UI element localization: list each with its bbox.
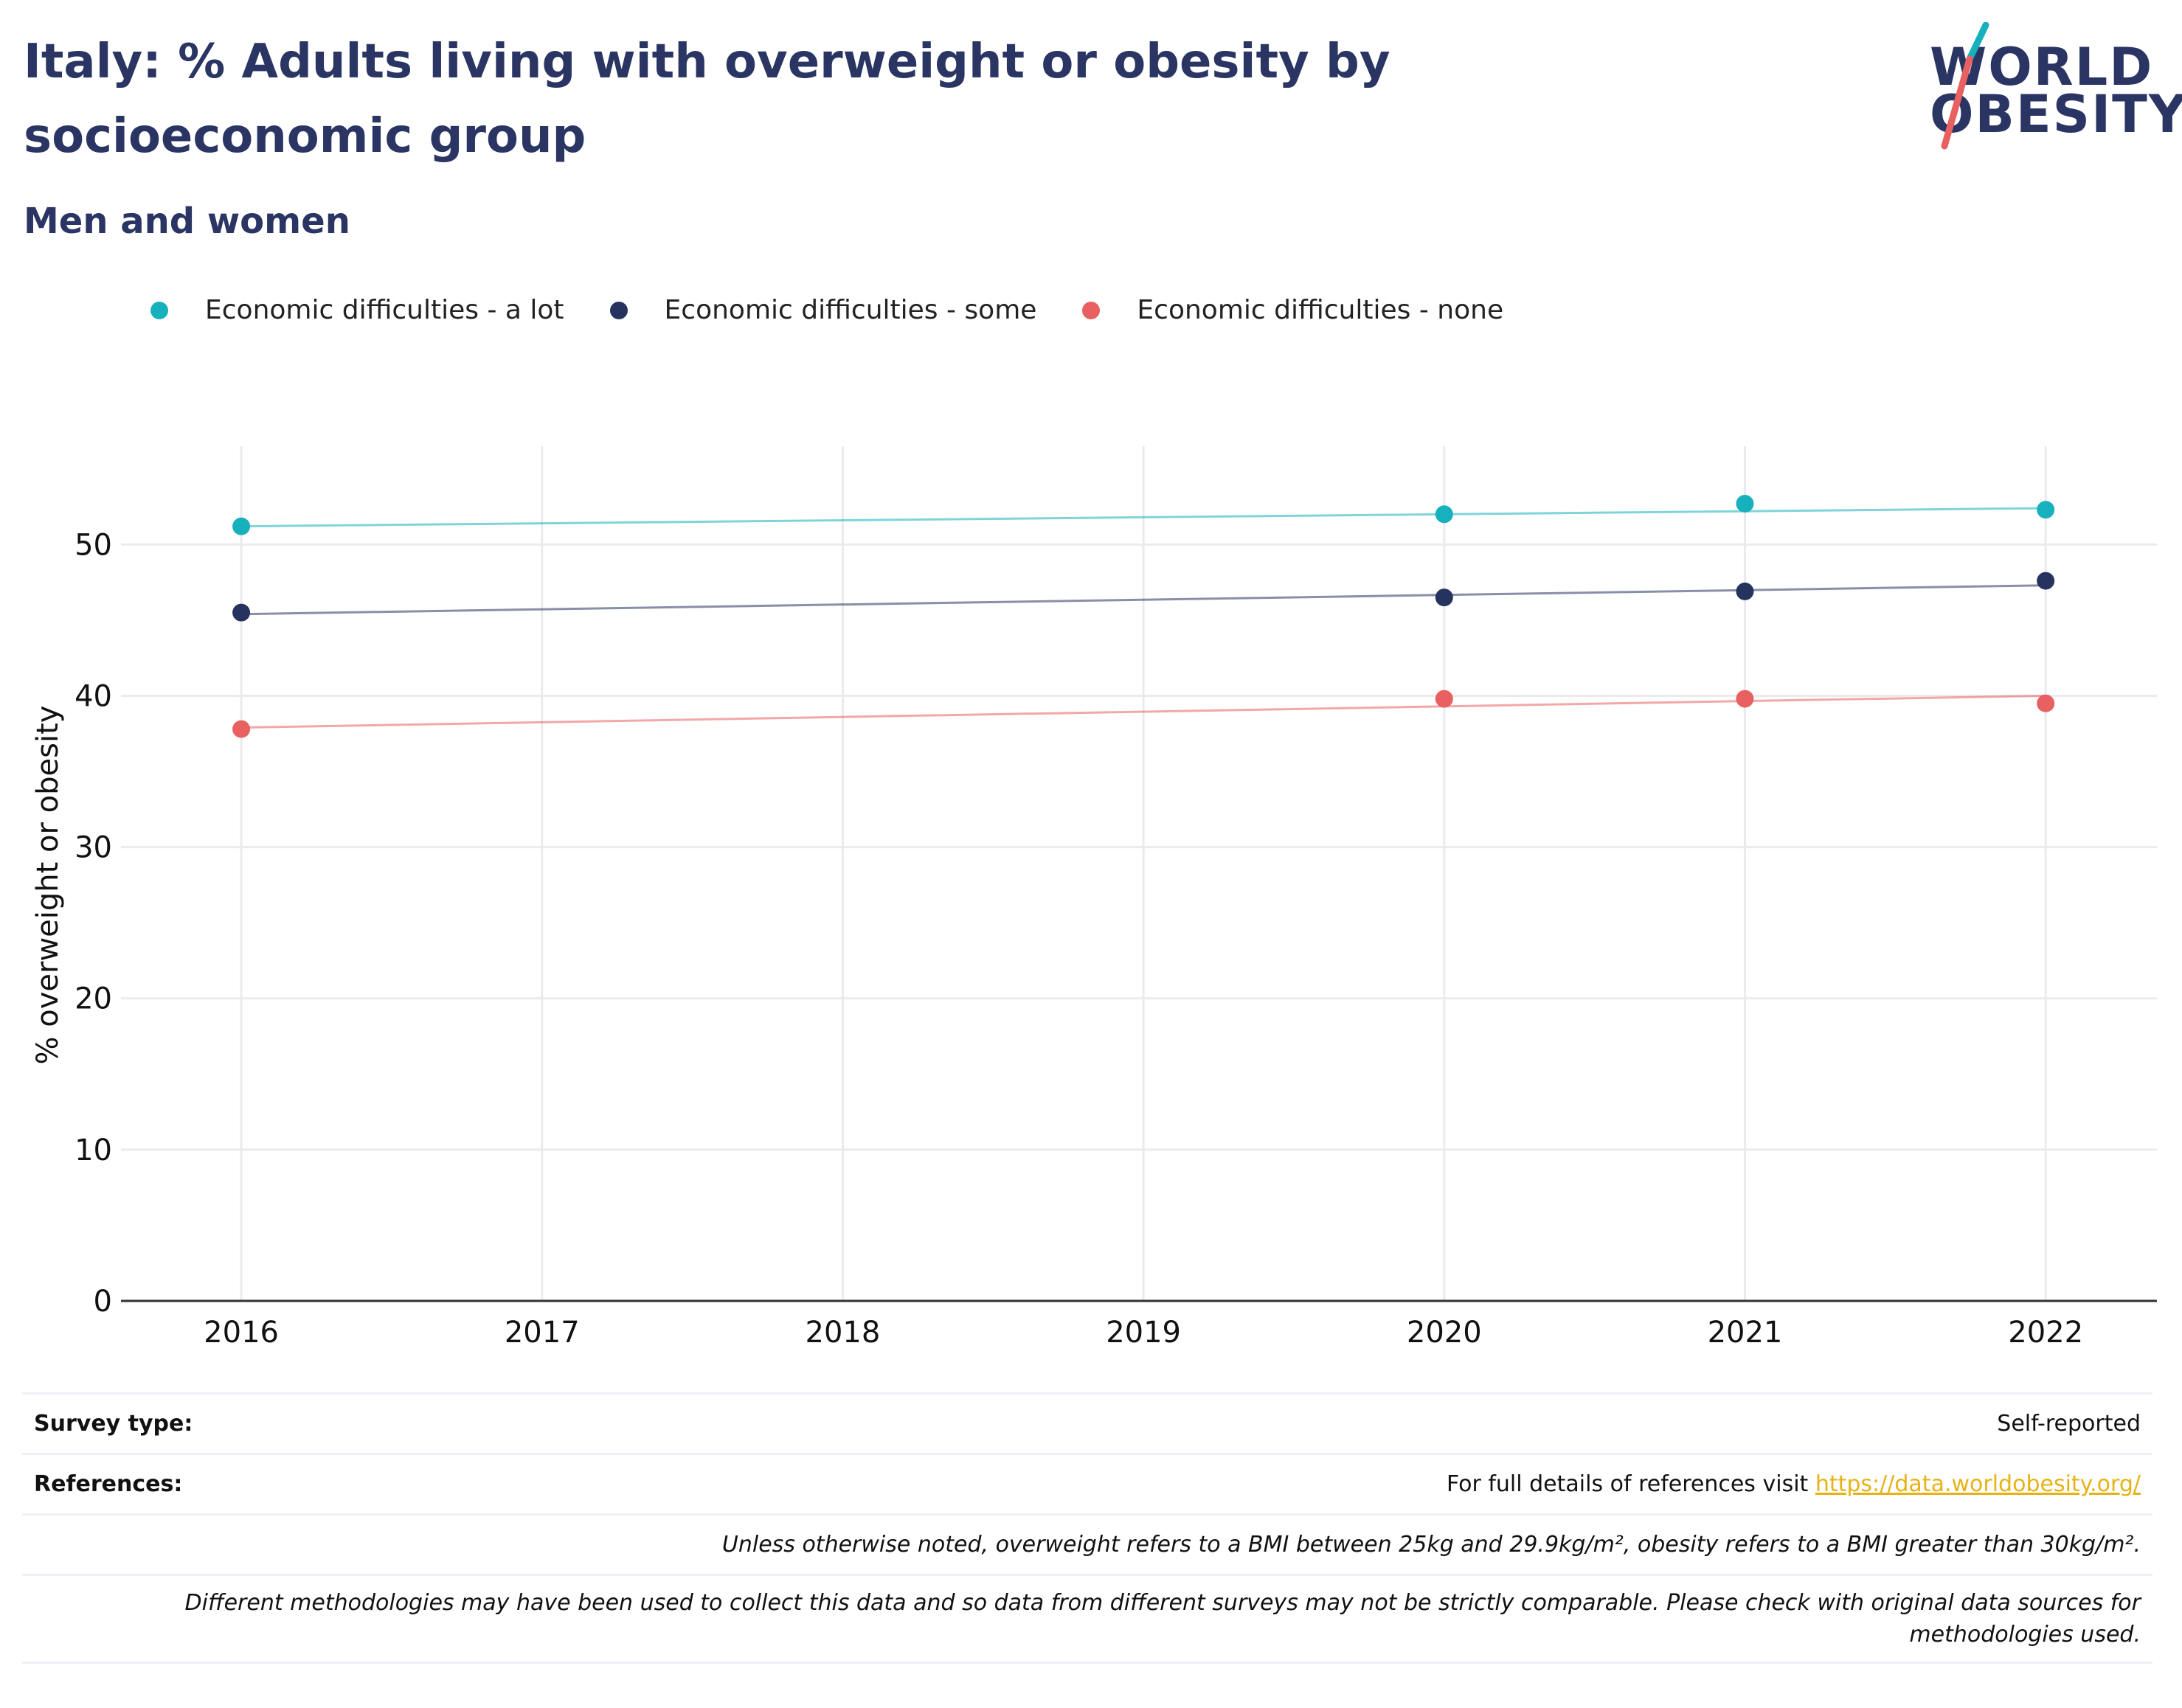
data-points — [232, 494, 2055, 738]
legend-marker-none — [1082, 301, 1101, 319]
data-point-series-0[interactable] — [232, 517, 251, 535]
data-point-series-2[interactable] — [1736, 690, 1754, 708]
data-point-series-0[interactable] — [1435, 505, 1453, 524]
x-tick-label: 2019 — [1106, 1316, 1181, 1350]
chart-title: Italy: % Adults living with overweight o… — [24, 35, 1390, 164]
data-point-series-1[interactable] — [1736, 582, 1754, 600]
y-tick-label: 40 — [75, 679, 112, 713]
data-point-series-2[interactable] — [232, 720, 251, 738]
legend-item-none[interactable]: Economic difficulties - none — [1082, 295, 1503, 325]
y-tick-label: 30 — [75, 831, 112, 865]
legend-label-a-lot: Economic difficulties - a lot — [205, 295, 564, 325]
survey-type-value: Self-reported — [1997, 1411, 2141, 1437]
data-point-series-0[interactable] — [1736, 494, 1754, 513]
y-axis-label: % overweight or obesity — [31, 706, 65, 1065]
x-tick-label: 2016 — [204, 1316, 279, 1350]
footer-row-references: References: For full details of referenc… — [22, 1453, 2152, 1513]
gridlines — [121, 446, 2157, 1301]
x-tick-label: 2017 — [505, 1316, 580, 1350]
footer-row-methodology-note: Different methodologies may have been us… — [22, 1574, 2152, 1664]
legend-item-some[interactable]: Economic difficulties - some — [609, 295, 1037, 325]
survey-type-label: Survey type: — [34, 1411, 193, 1437]
legend-label-some: Economic difficulties - some — [664, 295, 1037, 325]
bmi-definition-note: Unless otherwise noted, overweight refer… — [721, 1531, 2141, 1558]
references-text: For full details of references visit — [1446, 1471, 1809, 1497]
data-point-series-1[interactable] — [1435, 589, 1453, 607]
x-tick-label: 2022 — [2008, 1316, 2083, 1350]
y-tick-label: 50 — [75, 528, 112, 562]
legend-label-none: Economic difficulties - none — [1137, 295, 1504, 325]
x-tick-label: 2021 — [1708, 1316, 1783, 1350]
data-point-series-0[interactable] — [2037, 501, 2055, 519]
x-tick-label: 2020 — [1407, 1316, 1482, 1350]
x-tick-label: 2018 — [806, 1316, 881, 1350]
data-point-series-2[interactable] — [1435, 690, 1453, 708]
y-tick-label: 20 — [75, 982, 112, 1016]
references-link[interactable]: https://data.worldobesity.org/ — [1815, 1471, 2141, 1497]
logo-slash-icon — [1941, 22, 1989, 150]
y-tick-label: 10 — [75, 1134, 112, 1167]
axes: 2016 2017 2018 2019 2020 2021 2022 0 10 20 30 40 50 — [75, 528, 2157, 1350]
chart-plot-area: 2016 2017 2018 2019 2020 2021 202201020304050 … — [31, 446, 2157, 1350]
data-point-series-1[interactable] — [2037, 572, 2055, 590]
chart-legend: Economic difficulties - a lot Economic d… — [150, 295, 1503, 325]
data-point-series-2[interactable] — [2037, 694, 2055, 712]
logo-word-obesity: OBESITY — [1930, 84, 2182, 145]
y-tick-label: 0 — [94, 1285, 112, 1319]
data-point-series-1[interactable] — [232, 603, 251, 622]
world-obesity-logo: WORLD OBESITY — [1918, 22, 2182, 155]
references-label: References: — [34, 1471, 183, 1497]
chart-footer: Survey type: Self-reported References: F… — [22, 1392, 2152, 1664]
chart-subtitle: Men and women — [24, 201, 350, 242]
references-value: For full details of references visit htt… — [1447, 1471, 2141, 1497]
legend-item-a-lot[interactable]: Economic difficulties - a lot — [150, 295, 564, 325]
legend-marker-some — [609, 301, 628, 319]
footer-row-bmi-note: Unless otherwise noted, overweight refer… — [22, 1513, 2152, 1574]
footer-row-survey: Survey type: Self-reported — [22, 1392, 2152, 1453]
legend-marker-a-lot — [150, 301, 168, 319]
methodology-note: Different methodologies may have been us… — [184, 1589, 2141, 1648]
